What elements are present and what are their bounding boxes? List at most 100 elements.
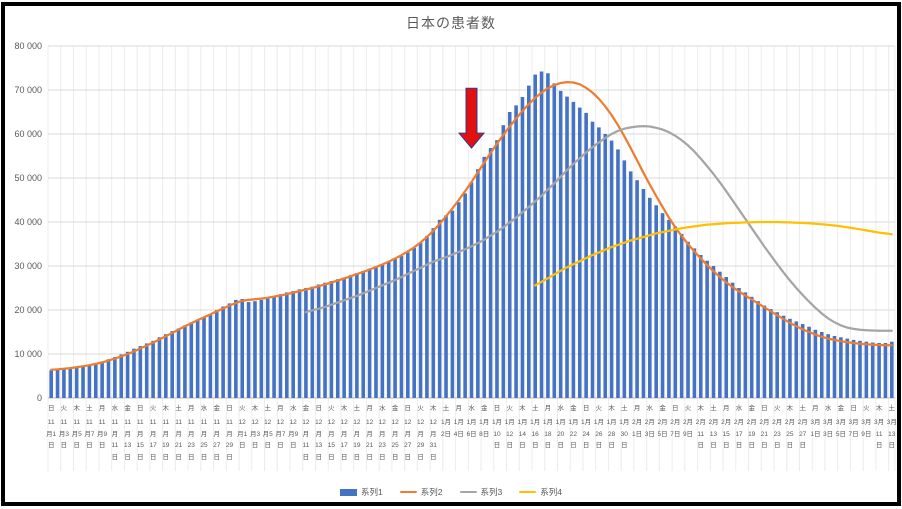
- bar: [724, 277, 729, 398]
- x-tick-label: 火 11 月 17 日: [149, 405, 157, 461]
- bar: [144, 343, 149, 398]
- bar: [794, 321, 799, 398]
- y-axis-tick-label: 20 000: [14, 305, 42, 315]
- bar: [431, 228, 436, 398]
- bar: [425, 236, 429, 398]
- bar: [546, 73, 550, 398]
- x-tick-label: 日 12 月 13 日: [315, 405, 323, 461]
- line-series3: [304, 124, 893, 332]
- bar: [769, 309, 773, 398]
- y-axis-tick-label: 80 000: [14, 41, 42, 51]
- x-tick-label: 火 1月 12 日: [504, 405, 515, 450]
- x-tick-label: 木 12 月3 日: [249, 405, 261, 450]
- x-tick-label: 月 1月 4日: [453, 405, 464, 438]
- bar: [718, 271, 722, 398]
- x-tick-label: 日 12 月 27 日: [404, 405, 412, 461]
- bar: [609, 140, 614, 398]
- bar: [819, 332, 824, 398]
- bar: [386, 261, 391, 398]
- x-tick-label: 月 3月 1日: [810, 405, 821, 438]
- x-tick-label: 水 11 月 11 日: [111, 405, 119, 461]
- x-tick-label: 火 3月 9日: [861, 405, 872, 438]
- y-axis-tick-label: 30 000: [14, 261, 42, 271]
- bar: [807, 326, 811, 398]
- x-tick-label: 木 1月 28 日: [606, 405, 617, 450]
- bar: [800, 324, 805, 398]
- x-tick-label: 金 3月 5日: [835, 405, 846, 438]
- bar: [501, 125, 506, 398]
- x-tick-label: 土 2月 13 日: [708, 405, 719, 450]
- bar: [157, 337, 162, 398]
- bar: [68, 368, 73, 398]
- x-tick-label: 日 3月 7日: [848, 405, 859, 438]
- x-tick-label: 火 1月 26 日: [593, 405, 604, 450]
- bar: [533, 74, 537, 398]
- bar: [826, 334, 830, 398]
- bar: [87, 365, 92, 398]
- bar: [342, 277, 346, 398]
- bar: [304, 288, 308, 398]
- bar: [622, 160, 627, 398]
- legend-label-series1: 系列1: [361, 487, 383, 497]
- x-tick-label: 木 11 月 19 日: [162, 405, 170, 461]
- bar: [227, 303, 232, 398]
- bar: [743, 292, 748, 398]
- x-tick-label: 日 11 月 15 日: [136, 405, 144, 461]
- x-tick-label: 金 11 月 27 日: [213, 405, 221, 461]
- bar: [832, 335, 837, 398]
- bar: [488, 148, 493, 398]
- x-tick-label: 火 2月 9日: [682, 405, 694, 438]
- bar: [864, 341, 869, 398]
- line-series2: [50, 80, 893, 371]
- bar: [495, 140, 499, 398]
- bar: [603, 134, 608, 398]
- bar: [679, 233, 684, 398]
- x-tick-label: 水 11 月 25 日: [200, 405, 208, 461]
- bar: [335, 279, 340, 398]
- bar: [845, 338, 850, 398]
- bar: [877, 343, 881, 398]
- x-tick-label: 月 2月 1日: [632, 405, 643, 438]
- x-tick-label: 木 1月 14 日: [517, 405, 528, 450]
- x-tick-label: 火 12 月 15 日: [327, 405, 335, 461]
- bar: [259, 299, 264, 398]
- bar: [183, 325, 187, 398]
- bar: [151, 340, 155, 398]
- bar: [635, 180, 639, 398]
- bar: [253, 301, 257, 398]
- bar: [316, 284, 321, 398]
- red-down-arrow-annotation[interactable]: [457, 87, 486, 149]
- bar: [788, 318, 792, 398]
- bar: [246, 302, 251, 398]
- x-tick-label: 水 3月 3日: [823, 405, 834, 438]
- x-tick-label: 金 2月 5日: [657, 405, 668, 438]
- bar: [285, 292, 289, 398]
- bar: [355, 273, 359, 398]
- x-tick-label: 土 12 月5 日: [262, 405, 273, 450]
- bar: [189, 322, 194, 398]
- bar: [749, 296, 754, 398]
- bar: [74, 366, 79, 398]
- y-axis-tick-label: 70 000: [14, 85, 42, 95]
- x-tick-label: 金 1月 22 日: [568, 405, 579, 450]
- bar: [660, 213, 665, 398]
- bar: [476, 169, 480, 398]
- x-tick-label: 木 12 月 31 日: [429, 405, 437, 461]
- legend-label-series2: 系列2: [420, 487, 443, 497]
- x-tick-label: 月 11 月9 日: [97, 405, 108, 450]
- bar: [310, 286, 315, 398]
- x-tick-label: 金 11 月 13 日: [123, 405, 132, 461]
- x-tick-label: 土 12 月 19 日: [353, 405, 361, 461]
- bar: [616, 149, 620, 398]
- bar: [482, 156, 487, 398]
- bar: [552, 83, 557, 399]
- bar: [539, 71, 544, 399]
- bar: [469, 182, 474, 398]
- y-axis-tick-label: 50 000: [14, 173, 42, 183]
- bar: [399, 255, 404, 398]
- x-tick-label: 木 2月 25 日: [784, 405, 795, 450]
- bar: [641, 189, 646, 398]
- bar: [565, 96, 569, 398]
- y-axis-tick-label: 60 000: [14, 129, 42, 139]
- bar: [412, 247, 416, 398]
